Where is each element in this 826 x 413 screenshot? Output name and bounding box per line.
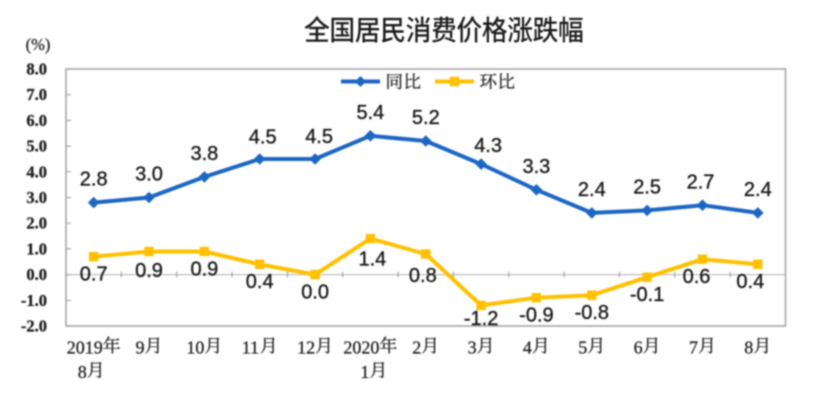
svg-text:0.4: 0.4: [246, 271, 274, 293]
svg-text:0.9: 0.9: [135, 260, 163, 282]
svg-text:2: 2: [412, 338, 421, 358]
svg-text:6.0: 6.0: [26, 111, 47, 130]
svg-text:2.7: 2.7: [687, 171, 715, 193]
svg-text:7: 7: [689, 338, 698, 358]
svg-text:2020: 2020: [343, 338, 379, 358]
svg-text:3.8: 3.8: [190, 143, 218, 165]
svg-text:2019: 2019: [67, 338, 103, 358]
svg-text:0.4: 0.4: [736, 271, 764, 293]
svg-text:0.7: 0.7: [80, 263, 108, 285]
svg-text:4.3: 4.3: [474, 135, 502, 157]
svg-text:-0.9: -0.9: [519, 305, 553, 327]
svg-text:3.3: 3.3: [522, 156, 550, 178]
svg-text:1.4: 1.4: [358, 248, 386, 270]
svg-text:5.4: 5.4: [356, 102, 384, 124]
svg-text:2.5: 2.5: [633, 177, 661, 199]
svg-text:2.4: 2.4: [578, 179, 606, 201]
svg-text:7.0: 7.0: [26, 85, 47, 104]
svg-text:4.0: 4.0: [26, 162, 47, 181]
svg-text:11: 11: [242, 338, 259, 358]
svg-text:1: 1: [360, 362, 369, 382]
svg-text:8: 8: [78, 362, 87, 382]
svg-text:5: 5: [578, 338, 587, 358]
svg-text:8: 8: [744, 338, 753, 358]
svg-text:0.0: 0.0: [26, 265, 47, 284]
svg-text:5.0: 5.0: [26, 137, 47, 156]
svg-text:12: 12: [297, 338, 315, 358]
svg-text:-1.2: -1.2: [464, 308, 498, 330]
svg-text:2.0: 2.0: [26, 214, 47, 233]
svg-text:2.8: 2.8: [80, 169, 108, 191]
svg-text:0.8: 0.8: [409, 265, 437, 287]
svg-text:6: 6: [634, 338, 643, 358]
svg-text:3.0: 3.0: [26, 188, 47, 207]
svg-text:1.0: 1.0: [26, 239, 47, 258]
svg-text:5.2: 5.2: [412, 107, 440, 129]
svg-text:-0.1: -0.1: [630, 284, 664, 306]
svg-text:9: 9: [136, 338, 145, 358]
svg-text:-0.8: -0.8: [575, 302, 609, 324]
svg-text:-2.0: -2.0: [21, 317, 47, 336]
svg-text:(%): (%): [26, 35, 51, 54]
svg-text:2.4: 2.4: [744, 179, 772, 201]
svg-text:3: 3: [468, 338, 477, 358]
svg-text:-1.0: -1.0: [21, 291, 47, 310]
svg-text:4.5: 4.5: [249, 127, 277, 149]
svg-text:4: 4: [523, 338, 532, 358]
svg-text:0.9: 0.9: [190, 258, 218, 280]
svg-text:10: 10: [186, 338, 204, 358]
svg-text:0.6: 0.6: [683, 266, 711, 288]
svg-text:8.0: 8.0: [26, 60, 47, 79]
svg-text:0.0: 0.0: [301, 281, 329, 303]
svg-text:4.5: 4.5: [305, 126, 333, 148]
svg-text:3.0: 3.0: [135, 164, 163, 186]
